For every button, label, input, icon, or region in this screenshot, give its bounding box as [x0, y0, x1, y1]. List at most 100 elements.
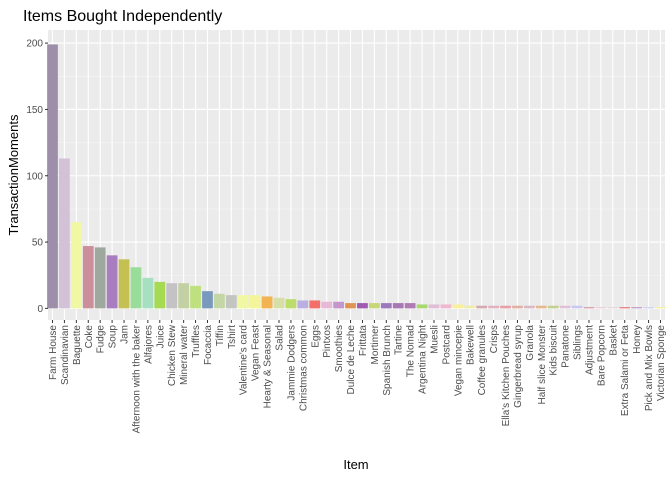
x-tick-label: Frittata — [358, 325, 369, 357]
bar — [547, 305, 559, 309]
bar — [309, 300, 321, 309]
bar — [535, 305, 547, 309]
x-tick-label: Panatone — [561, 325, 572, 368]
x-tick-label: Honey — [632, 325, 643, 354]
bar — [154, 281, 166, 309]
bar — [500, 305, 511, 309]
plot-panel — [48, 30, 665, 320]
bar — [631, 307, 643, 309]
bar — [249, 295, 261, 309]
bar — [166, 283, 178, 309]
bar — [357, 303, 368, 309]
bar — [321, 301, 333, 309]
y-tick-label: 50 — [32, 238, 44, 249]
x-tick-label: Bakewell — [465, 325, 476, 365]
x-tick-label: Eggs — [310, 325, 321, 348]
x-tick-label: Alfajores — [143, 325, 154, 364]
y-tick-label: 200 — [26, 39, 43, 50]
x-tick-label: Truffles — [191, 325, 202, 358]
bar — [655, 307, 666, 309]
bar — [225, 295, 237, 309]
x-tick-label: Dulce de Leche — [346, 325, 357, 395]
x-tick-label: Crisps — [489, 325, 500, 353]
bar — [297, 300, 309, 309]
bar — [619, 307, 631, 309]
bar — [476, 305, 488, 309]
x-tick-label: Siblings — [573, 325, 584, 360]
bar — [82, 246, 94, 309]
x-tick-label: Jam — [120, 325, 131, 344]
x-tick-label: Tshirt — [227, 325, 238, 349]
bar — [559, 305, 571, 309]
x-tick-label: Scandinavian — [60, 325, 71, 385]
x-tick-label: Fudge — [96, 325, 107, 354]
bar — [130, 267, 142, 309]
bar — [261, 296, 273, 309]
x-tick-label: Kids biscuit — [549, 325, 560, 376]
x-tick-label: Victorian Sponge — [656, 325, 667, 401]
bar — [118, 259, 130, 309]
bar — [345, 303, 356, 309]
bar — [440, 304, 452, 309]
x-tick-label: Pintxos — [322, 325, 333, 358]
x-tick-label: Tartine — [394, 325, 405, 355]
x-tick-label: Half slice Monster — [537, 324, 548, 404]
x-tick-label: Christmas common — [298, 325, 309, 411]
x-tick-label: Coffee granules — [477, 325, 488, 395]
bar — [178, 283, 190, 309]
x-tick-label: Extra Salami or Feta — [620, 325, 631, 417]
bar — [380, 303, 392, 309]
bar — [47, 44, 58, 309]
bar — [70, 222, 82, 309]
x-tick-label: Chicken Stew — [167, 324, 178, 386]
bar — [452, 304, 464, 309]
x-tick-label: Vegan Feast — [251, 325, 262, 381]
y-axis-ticks: 0 50 100 150 200 — [26, 39, 48, 315]
x-tick-label: Mineral water — [179, 324, 190, 385]
x-tick-label: Granola — [525, 325, 536, 361]
bar — [464, 305, 476, 309]
x-tick-label: The Nomad — [406, 325, 417, 377]
bar — [106, 255, 118, 309]
x-tick-label: Juice — [155, 325, 166, 349]
x-tick-label: Bare Popcorn — [596, 325, 607, 386]
x-tick-label: Muesli — [429, 325, 440, 354]
bar — [333, 301, 344, 309]
bars — [47, 44, 666, 309]
x-tick-label: Jammie Dodgers — [286, 325, 297, 401]
x-tick-label: Baguette — [72, 325, 83, 365]
bar — [273, 297, 285, 309]
bar — [643, 307, 654, 309]
x-axis-ticks: Farm House Scandinavian Baguette Coke Fudge S… — [48, 320, 667, 433]
x-tick-label: Spanish Brunch — [382, 325, 393, 396]
x-tick-label: Basket — [608, 325, 619, 356]
y-tick-label: 150 — [26, 105, 43, 116]
x-tick-label: Focaccia — [203, 325, 214, 365]
bar — [369, 303, 380, 309]
bar — [428, 304, 440, 309]
bar — [237, 295, 249, 309]
bar — [404, 303, 416, 309]
x-tick-label: Adjustment — [584, 325, 595, 375]
y-axis-title: TransactionMoments — [6, 114, 21, 235]
bar — [488, 305, 499, 309]
chart-title: Items Bought Independently — [23, 8, 222, 25]
x-tick-label: Soup — [108, 325, 119, 349]
bar — [416, 304, 428, 309]
bar — [214, 293, 225, 309]
bar — [607, 307, 619, 309]
x-tick-label: Valentine's card — [239, 325, 250, 395]
x-tick-label: Smoothies — [334, 325, 345, 372]
bar — [285, 299, 297, 309]
x-tick-label: Vegan mincepie — [453, 325, 464, 397]
x-tick-label: Pick and Mix Bowls — [644, 325, 655, 411]
x-tick-label: Gingerbread syrup — [513, 325, 524, 408]
x-tick-label: Salad — [275, 325, 286, 351]
bar — [583, 307, 595, 309]
x-tick-label: Hearty & Seasonal — [263, 325, 274, 408]
x-tick-label: Afternoon with the baker — [131, 324, 142, 433]
bar — [512, 305, 523, 309]
x-tick-label: Coke — [84, 325, 95, 349]
bar — [142, 277, 154, 309]
